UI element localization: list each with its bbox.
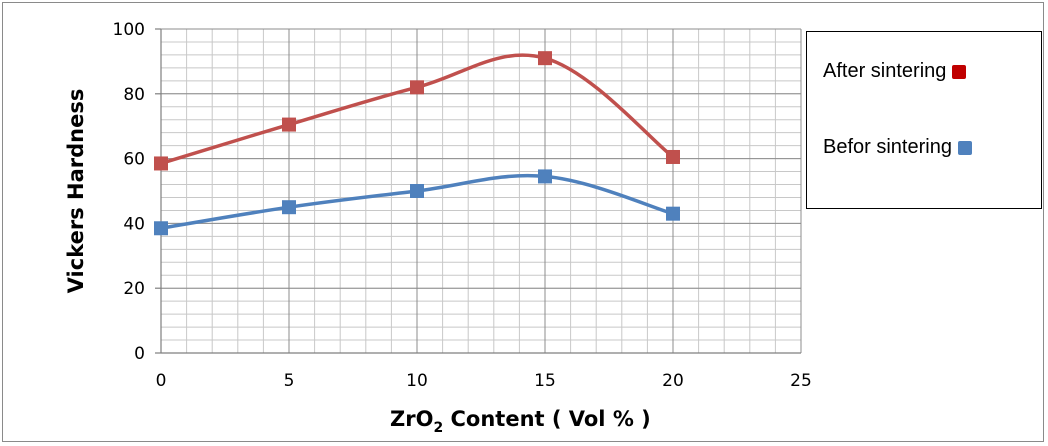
- x-tick-label: 25: [790, 371, 812, 391]
- y-tick-label: 20: [123, 279, 145, 299]
- data-point-0: [666, 149, 680, 164]
- legend: After sintering Befor sintering: [806, 31, 1042, 209]
- axes: [155, 28, 801, 354]
- x-tick-label: 20: [662, 371, 684, 391]
- x-axis-title-subscript: 2: [433, 420, 443, 436]
- tick-labels: 0 20 40 60 80 100 0 5 10 15 20 25: [113, 20, 812, 391]
- legend-item-after: After sintering: [823, 60, 967, 83]
- data-point-0: [154, 156, 168, 171]
- y-axis-title: Vickers Hardness: [64, 89, 88, 294]
- x-tick-label: 5: [284, 371, 295, 391]
- data-point-1: [282, 200, 296, 215]
- data-point-1: [154, 221, 168, 236]
- y-tick-label: 60: [123, 150, 145, 170]
- y-tick-label: 80: [123, 85, 145, 105]
- y-tick-label: 0: [134, 344, 145, 364]
- series-group: [154, 51, 680, 236]
- x-tick-label: 10: [406, 371, 428, 391]
- data-point-0: [282, 117, 296, 132]
- legend-swatch-before: [957, 140, 972, 155]
- legend-label-after: After sintering: [823, 60, 947, 82]
- data-point-0: [410, 80, 424, 95]
- legend-label-before: Befor sintering: [823, 136, 952, 158]
- data-point-1: [666, 206, 680, 221]
- data-point-1: [410, 184, 424, 198]
- x-axis-title-main: ZrO: [390, 407, 433, 431]
- x-tick-label: 0: [156, 371, 167, 391]
- grid: [160, 28, 802, 354]
- x-tick-label: 15: [534, 371, 556, 391]
- y-tick-label: 40: [123, 214, 145, 234]
- y-tick-label: 100: [113, 20, 145, 40]
- data-point-0: [538, 51, 552, 66]
- x-axis-title-suffix: Content ( Vol % ): [443, 407, 651, 431]
- data-point-1: [538, 169, 552, 184]
- x-axis-title: ZrO2 Content ( Vol % ): [390, 407, 651, 436]
- legend-item-before: Befor sintering: [823, 136, 972, 159]
- legend-swatch-after: [952, 64, 967, 79]
